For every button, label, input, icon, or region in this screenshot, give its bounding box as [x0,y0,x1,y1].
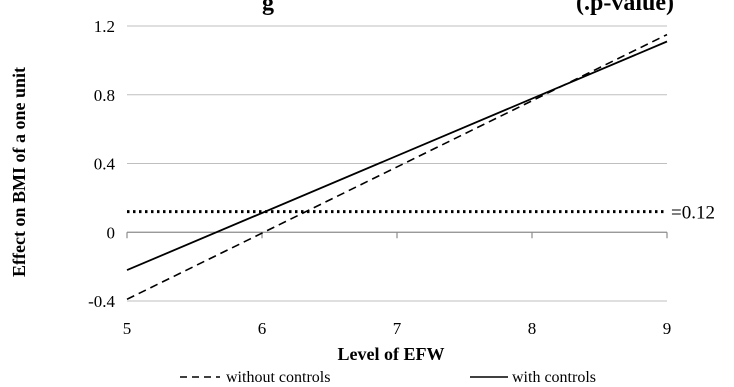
grid [127,25,667,302]
legend-label-with-controls: with controls [512,369,596,386]
reference-label: =0.12 [671,203,715,224]
y-tick-label: -0.4 [88,292,115,311]
series-line-with-controls [126,40,668,271]
y-tick-label: 0.8 [94,86,115,105]
x-tick-label: 7 [393,319,402,338]
y-axis-title: Effect on BMI of a one unit [9,67,29,277]
x-tick-label: 6 [258,319,267,338]
y-tick-label: 0.4 [94,155,116,174]
chart-title-right: (.p-value) [576,0,674,16]
series-group [126,33,668,301]
x-tick-label: 9 [663,319,672,338]
x-tick-label: 8 [528,319,537,338]
y-tick-label: 0 [107,223,116,242]
chart-title: g [262,0,274,16]
x-tick-label: 5 [123,319,132,338]
reference-line-group: =0.12 [127,203,715,224]
legend: without controls with controls [180,369,596,386]
y-tick-labels: -0.4 0 0.4 0.8 1.2 [88,17,115,311]
legend-label-without-controls: without controls [226,369,330,386]
series-line-without-controls [126,33,668,301]
x-axis-title: Level of EFW [338,344,445,364]
y-tick-label: 1.2 [94,17,115,36]
x-tick-labels: 5 6 7 8 9 [123,319,672,338]
